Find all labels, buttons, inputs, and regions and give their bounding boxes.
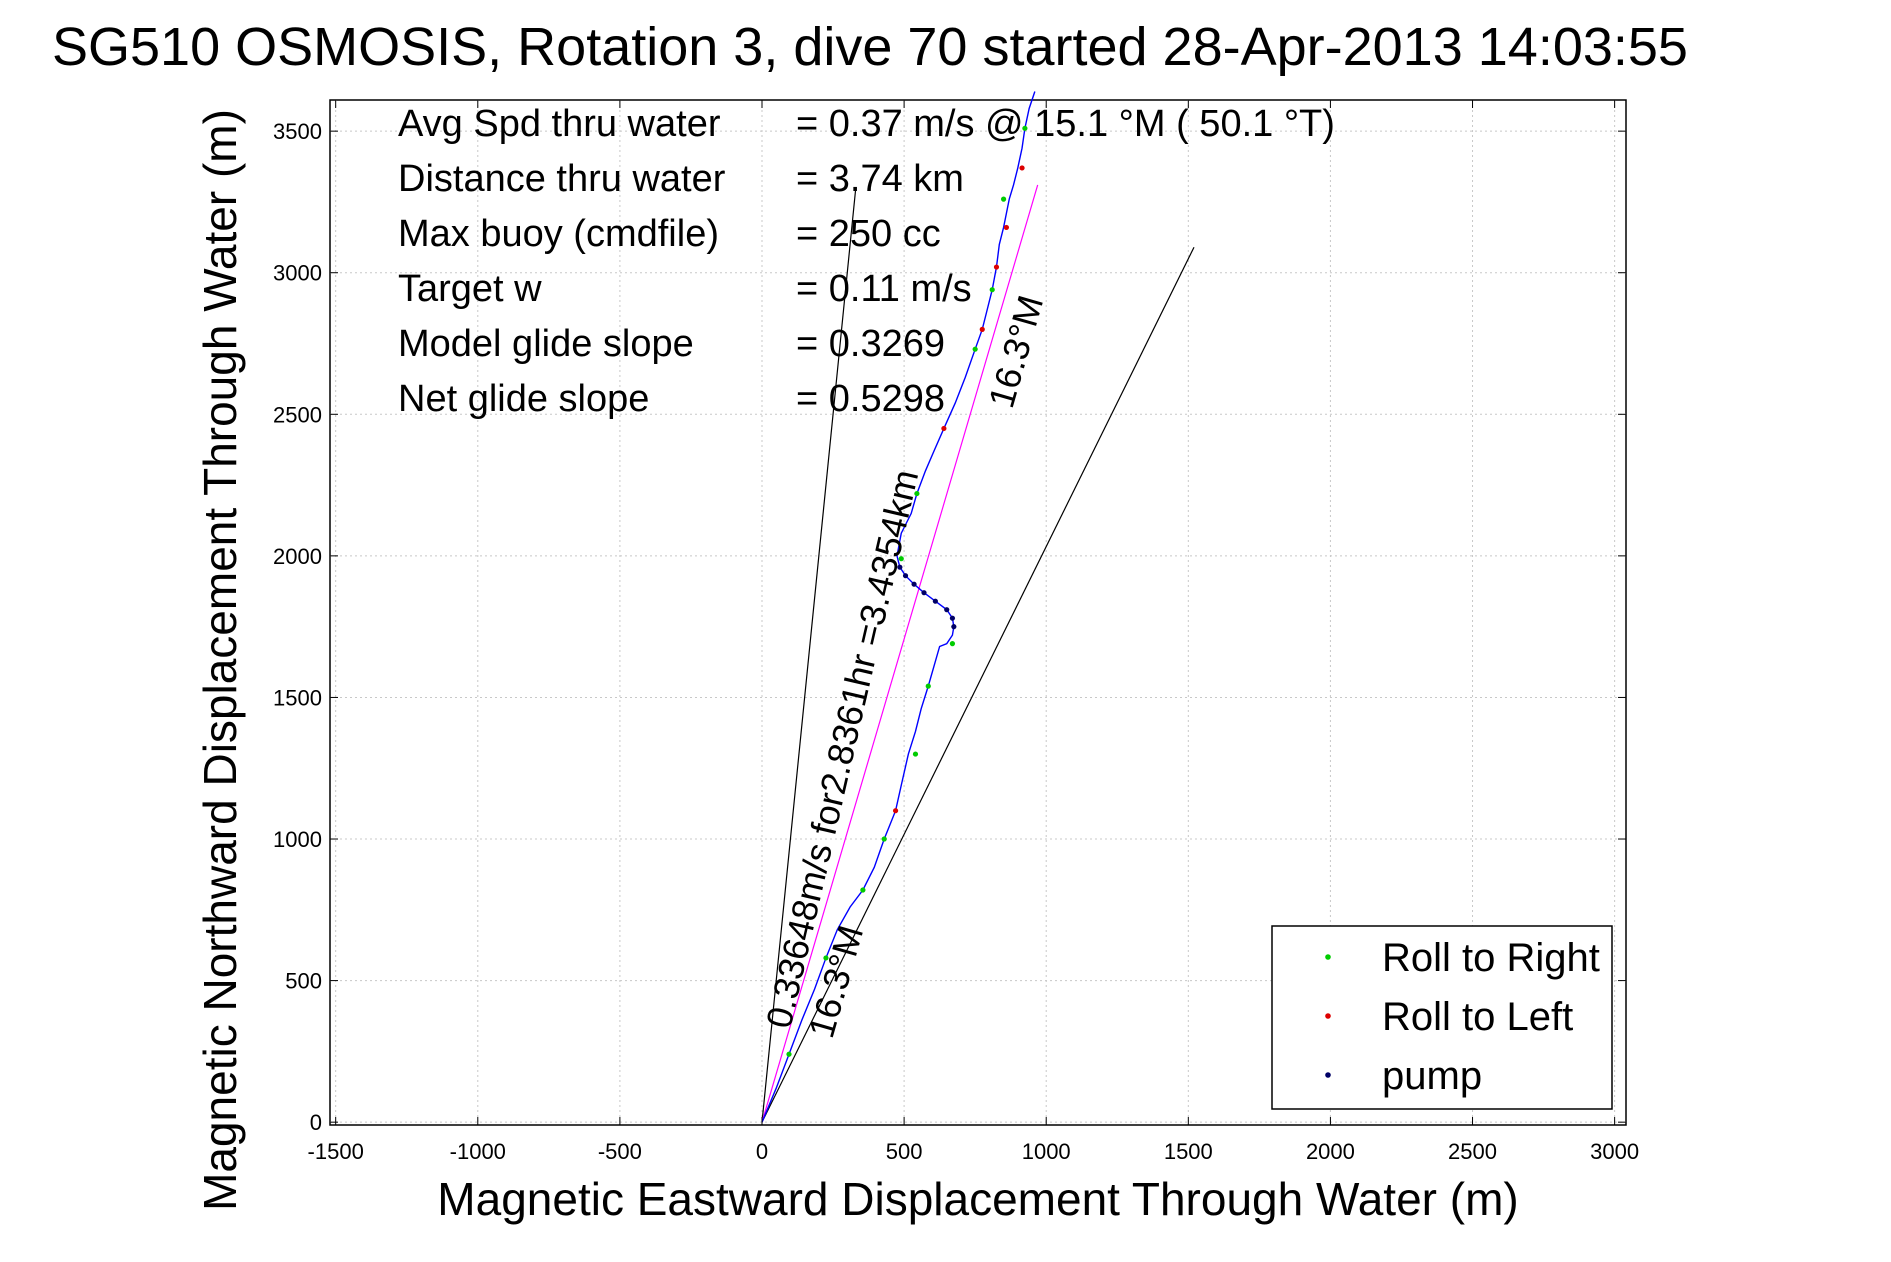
legend-marker [1325, 1072, 1331, 1078]
legend-marker [1325, 954, 1331, 960]
roll-to-right-point [989, 287, 995, 293]
roll-to-right-point [972, 346, 978, 352]
ticks: -1500 -1000 -500 0 500 1000 1500 2000 2500 3000 0 5… [273, 100, 1639, 1164]
y-axis-title: Magnetic Northward Displacement Through … [194, 109, 246, 1211]
stat-label: Model glide slope [398, 323, 694, 365]
stat-label: Distance thru water [398, 158, 726, 200]
x-tick-label: -500 [598, 1139, 642, 1164]
roll-to-right-point [786, 1051, 792, 1057]
y-tick-label: 3500 [273, 119, 322, 144]
roll-to-right-point [823, 955, 829, 961]
y-tick-label: 2500 [273, 402, 322, 427]
legend-label: Roll to Right [1382, 936, 1600, 980]
roll-to-left-point [1019, 165, 1025, 171]
stat-label: Max buoy (cmdfile) [398, 213, 719, 255]
roll-to-left-point [892, 808, 899, 814]
stat-value: = 0.5298 [796, 378, 945, 420]
y-tick-label: 0 [310, 1110, 322, 1135]
x-tick-label: 500 [886, 1139, 923, 1164]
y-tick-label: 2000 [273, 544, 322, 569]
roll-to-left-point [941, 425, 947, 432]
roll-to-right-point [881, 836, 887, 842]
pump-point [921, 590, 927, 596]
roll-to-right-point [898, 556, 904, 562]
pump-point [951, 624, 957, 630]
stat-value: = 0.3269 [796, 323, 945, 365]
pump-point [944, 607, 950, 613]
markers [786, 125, 1028, 1057]
x-axis-title: Magnetic Eastward Displacement Through W… [437, 1173, 1518, 1225]
stats-block: Avg Spd thru water = 0.37 m/s @ 15.1 °M (… [398, 103, 1335, 420]
roll-to-right-point [925, 683, 931, 689]
heading-line-path [761, 184, 1039, 1123]
pump-point [932, 598, 938, 604]
cone-line-right [761, 246, 1195, 1123]
pump-point [902, 573, 909, 579]
roll-to-left-point [979, 326, 985, 332]
grid [330, 100, 1626, 1125]
stat-value: = 3.74 km [796, 158, 964, 200]
pump-point [897, 564, 903, 570]
roll-to-left-point [993, 264, 1000, 270]
stat-label: Target w [398, 268, 542, 310]
x-tick-label: -1000 [450, 1139, 506, 1164]
roll-to-right-point [914, 490, 920, 497]
x-tick-label: 2000 [1306, 1139, 1355, 1164]
heading-line [761, 184, 1039, 1123]
x-tick-label: 0 [756, 1139, 768, 1164]
chart-title: SG510 OSMOSIS, Rotation 3, dive 70 start… [52, 17, 1688, 77]
y-tick-label: 1500 [273, 685, 322, 710]
legend-label: Roll to Left [1382, 995, 1573, 1039]
roll-to-right-point [860, 887, 866, 893]
roll-to-left-point [1003, 224, 1010, 231]
cone-lines [761, 187, 1195, 1123]
stat-value: = 0.11 m/s [796, 268, 972, 310]
legend-label: pump [1382, 1054, 1482, 1098]
roll-to-right-point [949, 641, 956, 647]
legend-marker [1325, 1013, 1331, 1019]
stat-value: = 0.37 m/s @ 15.1 °M ( 50.1 °T) [796, 103, 1335, 145]
x-tick-label: 2500 [1448, 1139, 1497, 1164]
y-tick-label: 3000 [273, 261, 322, 286]
roll-to-right-point [1022, 125, 1028, 131]
x-tick-label: 1500 [1164, 1139, 1213, 1164]
roll-to-right-point [1000, 196, 1007, 202]
x-tick-label: 3000 [1590, 1139, 1639, 1164]
legend: Roll to Right Roll to Left pump [1271, 925, 1613, 1110]
x-tick-label: 1000 [1022, 1139, 1071, 1164]
pump-point [949, 615, 956, 621]
stat-value: = 250 cc [796, 213, 941, 255]
pump-point [911, 581, 917, 587]
stat-label: Avg Spd thru water [398, 103, 721, 145]
cone-line-left [761, 187, 857, 1123]
stat-label: Net glide slope [398, 378, 649, 420]
y-tick-label: 500 [285, 969, 322, 994]
roll-to-right-point [912, 751, 919, 757]
y-tick-label: 1000 [273, 827, 322, 852]
x-tick-label: -1500 [308, 1139, 364, 1164]
